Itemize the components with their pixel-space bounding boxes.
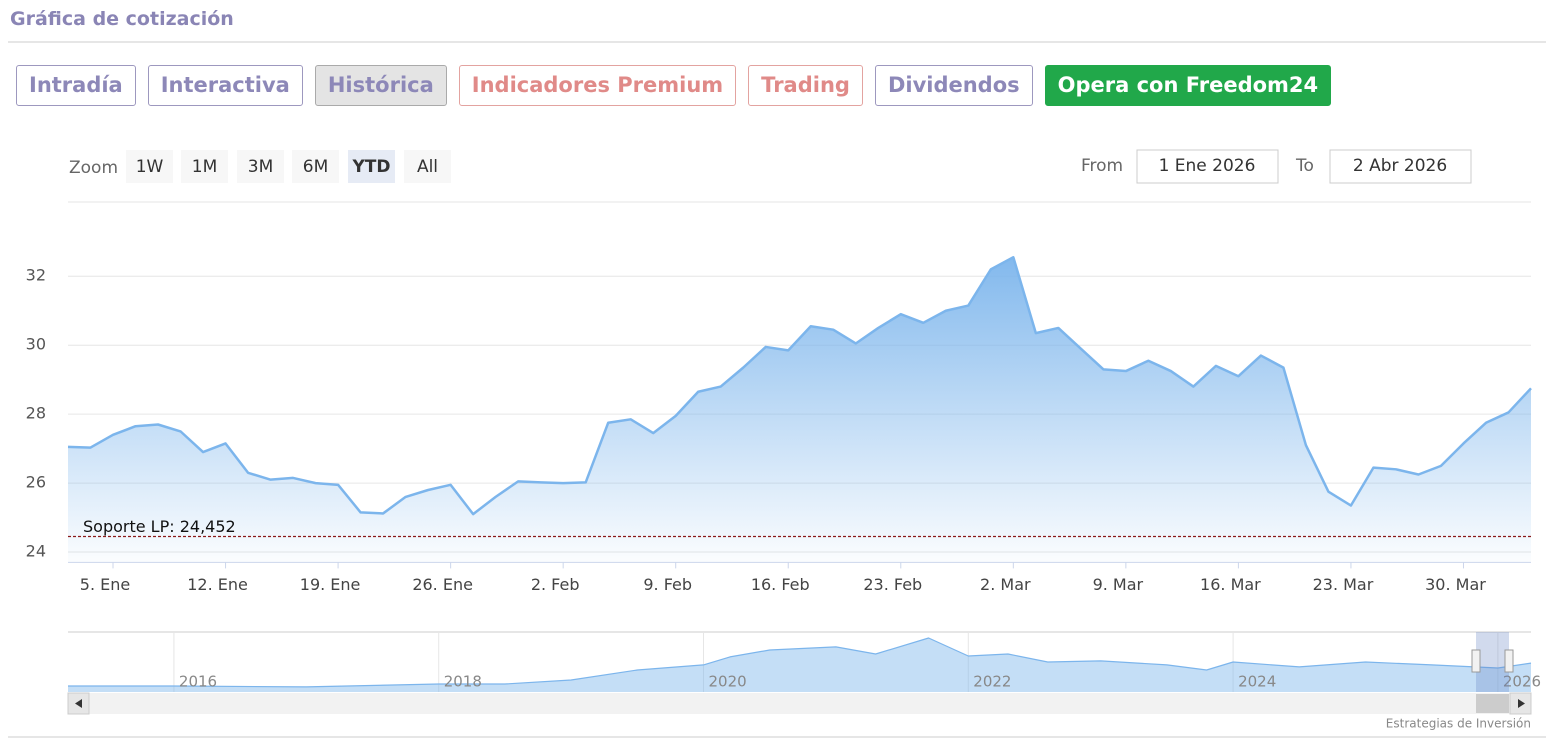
y-tick-label: 30: [26, 335, 46, 354]
zoom-label: Zoom: [69, 158, 118, 178]
y-tick-label: 28: [26, 404, 46, 423]
arrow: [1518, 699, 1525, 708]
scrollbar-track: [68, 693, 1531, 714]
zoom-button-label[interactable]: 1M: [192, 157, 217, 177]
x-tick-label: 19. Ene: [300, 575, 361, 594]
arrow: [75, 699, 82, 708]
x-tick-label: 16. Feb: [751, 575, 810, 594]
navigator-selection[interactable]: [1476, 632, 1509, 692]
x-tick-label: 26. Ene: [412, 575, 473, 594]
tab[interactable]: Interactiva: [147, 65, 303, 106]
zoom-button[interactable]: [348, 150, 395, 183]
x-tick-label: 23. Mar: [1313, 575, 1374, 594]
credit: Estrategias de Inversión: [1386, 717, 1531, 731]
zoom-button[interactable]: [237, 150, 284, 183]
tab[interactable]: Indicadores Premium: [458, 65, 737, 106]
line: [68, 637, 1532, 688]
y-tick-label: 26: [26, 473, 46, 492]
scrollbar-thumb[interactable]: [1476, 694, 1509, 713]
tabs: Intradía Interactiva Histórica Indicadores …: [16, 65, 1332, 106]
navigator-label: 2026: [1503, 673, 1541, 691]
support-label: Soporte LP: 24,452: [83, 517, 236, 536]
title: Gráfica de cotización: [10, 8, 234, 30]
zoom-button-label[interactable]: YTD: [351, 157, 390, 177]
navigator-label: 2024: [1238, 673, 1276, 691]
x-tick-label: 9. Feb: [643, 575, 692, 594]
x-tick-label: 16. Mar: [1200, 575, 1261, 594]
tab[interactable]: Intradía: [16, 65, 136, 106]
to-value[interactable]: 2 Abr 2026: [1353, 156, 1447, 176]
navigator-label: 2020: [709, 673, 747, 691]
navigator-label: 2018: [444, 673, 482, 691]
from-value[interactable]: 1 Ene 2026: [1159, 156, 1256, 176]
navigator-label: 2016: [179, 673, 217, 691]
navigator-handle[interactable]: [1504, 649, 1514, 673]
from-label: From: [1081, 156, 1123, 176]
zoom-button[interactable]: [181, 150, 228, 183]
navigator-handle[interactable]: [1471, 649, 1481, 673]
x-tick-label: 5. Ene: [80, 575, 130, 594]
area: [68, 638, 1531, 692]
tab[interactable]: Opera con Freedom24: [1044, 65, 1332, 106]
x-tick-label: 30. Mar: [1425, 575, 1486, 594]
tab[interactable]: Trading: [748, 65, 863, 106]
area: [68, 257, 1531, 563]
y-tick-label: 32: [26, 266, 46, 285]
navigator-label: 2022: [973, 673, 1011, 691]
line: [67, 256, 1532, 516]
x-tick-label: 2. Feb: [531, 575, 580, 594]
zoom-button[interactable]: [126, 150, 173, 183]
zoom-button-label[interactable]: 1W: [136, 157, 164, 177]
tab[interactable]: Histórica: [314, 65, 447, 106]
x-tick-label: 23. Feb: [863, 575, 922, 594]
zoom-button[interactable]: [404, 150, 451, 183]
zoom-button-label[interactable]: All: [417, 157, 438, 177]
zoom-button-label[interactable]: 3M: [248, 157, 273, 177]
zoom-button-label[interactable]: 6M: [303, 157, 328, 177]
zoom-button[interactable]: [292, 150, 339, 183]
to-label: To: [1295, 156, 1314, 176]
to-input[interactable]: [1329, 149, 1472, 184]
x-tick-label: 2. Mar: [980, 575, 1031, 594]
x-tick-label: 12. Ene: [187, 575, 248, 594]
x-tick-label: 9. Mar: [1093, 575, 1144, 594]
from-input[interactable]: [1136, 149, 1279, 184]
y-tick-label: 24: [26, 542, 46, 561]
tab[interactable]: Dividendos: [874, 65, 1033, 106]
